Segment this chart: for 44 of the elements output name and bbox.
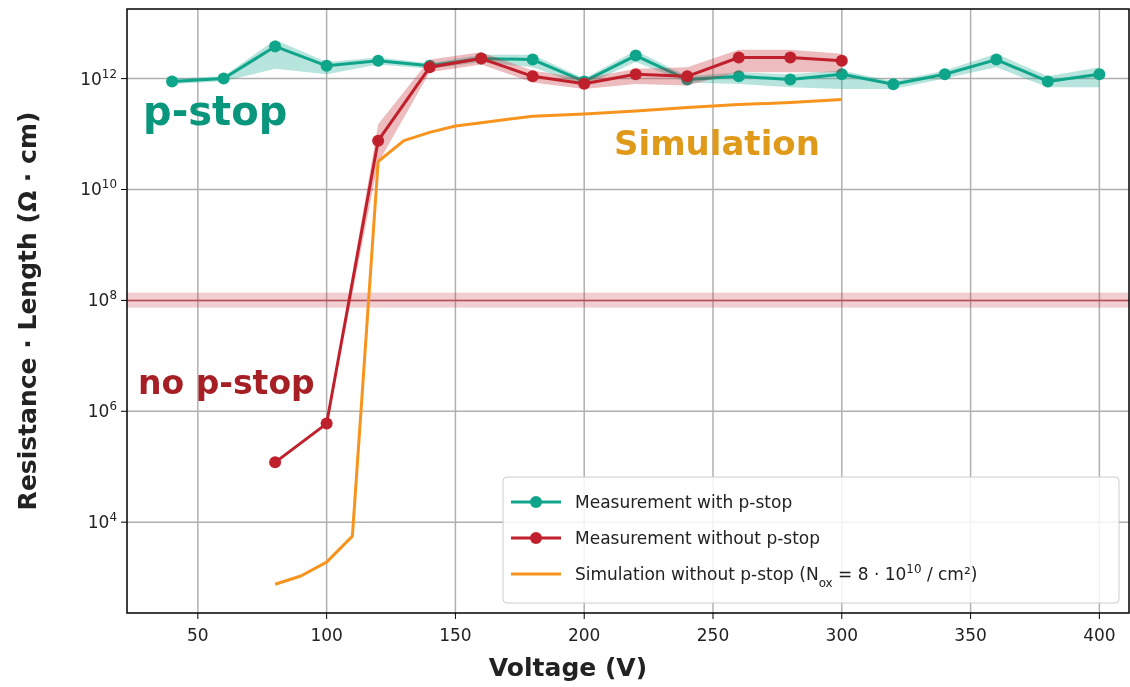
- point: [732, 51, 745, 64]
- point: [938, 68, 951, 81]
- legend-label: Simulation without p-stop (N$_{ox}$ = 8 · 10$^{10}$ / cm²): [575, 562, 978, 590]
- y-axis-title: Resistance · Length (Ω · cm): [13, 111, 42, 511]
- point: [269, 40, 282, 53]
- point: [732, 70, 745, 83]
- point: [835, 54, 848, 67]
- point: [990, 53, 1003, 66]
- point: [526, 70, 539, 83]
- y-tick-label: 10$^{10}$: [80, 177, 117, 200]
- point: [1093, 68, 1106, 81]
- point: [629, 68, 642, 81]
- y-tick-label: 10$^{8}$: [87, 288, 117, 311]
- point: [320, 59, 333, 72]
- point: [784, 51, 797, 64]
- point: [166, 75, 179, 88]
- point: [320, 417, 333, 430]
- point: [629, 49, 642, 62]
- x-tick-label: 400: [1083, 625, 1116, 645]
- point: [1041, 75, 1054, 88]
- y-tick-label: 10$^{12}$: [80, 66, 117, 89]
- point: [269, 456, 282, 469]
- y-tick-label: 10$^{6}$: [87, 399, 117, 422]
- x-tick-label: 50: [187, 625, 209, 645]
- x-tick-label: 250: [696, 625, 730, 645]
- x-tick-label: 150: [439, 625, 472, 645]
- point: [372, 54, 385, 67]
- legend-label: Measurement without p-stop: [575, 528, 821, 548]
- annotation: Simulation: [614, 123, 820, 163]
- annotation: p-stop: [143, 88, 288, 134]
- point: [835, 68, 848, 81]
- x-axis-title: Voltage (V): [488, 653, 648, 682]
- point: [372, 134, 385, 147]
- point: [887, 78, 900, 91]
- x-tick-label: 100: [310, 625, 343, 645]
- annotation: no p-stop: [138, 363, 315, 402]
- point: [526, 53, 539, 66]
- point: [217, 72, 230, 85]
- x-tick-label: 300: [825, 625, 859, 645]
- y-tick-label: 10$^{4}$: [87, 510, 117, 533]
- x-tick-label: 200: [567, 625, 601, 645]
- legend-label: Measurement with p-stop: [575, 492, 793, 512]
- point: [784, 73, 797, 86]
- x-tick-label: 350: [954, 625, 987, 645]
